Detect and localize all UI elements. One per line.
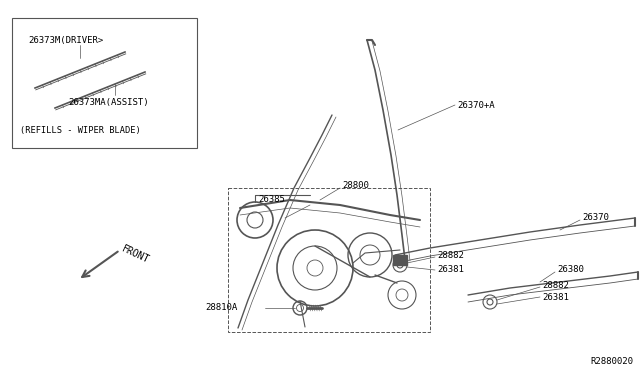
Text: 26370+A: 26370+A — [457, 100, 495, 109]
Bar — [228, 188, 430, 332]
Text: 28800: 28800 — [342, 182, 369, 190]
Text: 26370: 26370 — [582, 214, 609, 222]
Text: 26385: 26385 — [258, 196, 285, 205]
Bar — [12, 18, 197, 148]
Bar — [393, 255, 407, 265]
Text: 26373MA(ASSIST): 26373MA(ASSIST) — [68, 97, 148, 106]
Text: 28810A: 28810A — [205, 304, 237, 312]
Text: R2880020: R2880020 — [590, 357, 633, 366]
Text: 28882: 28882 — [437, 250, 464, 260]
Text: 26373M(DRIVER>: 26373M(DRIVER> — [28, 35, 103, 45]
Text: (REFILLS - WIPER BLADE): (REFILLS - WIPER BLADE) — [20, 125, 141, 135]
Text: 26381: 26381 — [437, 266, 464, 275]
Text: FRONT: FRONT — [120, 243, 151, 265]
Text: 28882: 28882 — [542, 280, 569, 289]
Text: 26380: 26380 — [557, 266, 584, 275]
Text: 26381: 26381 — [542, 292, 569, 301]
